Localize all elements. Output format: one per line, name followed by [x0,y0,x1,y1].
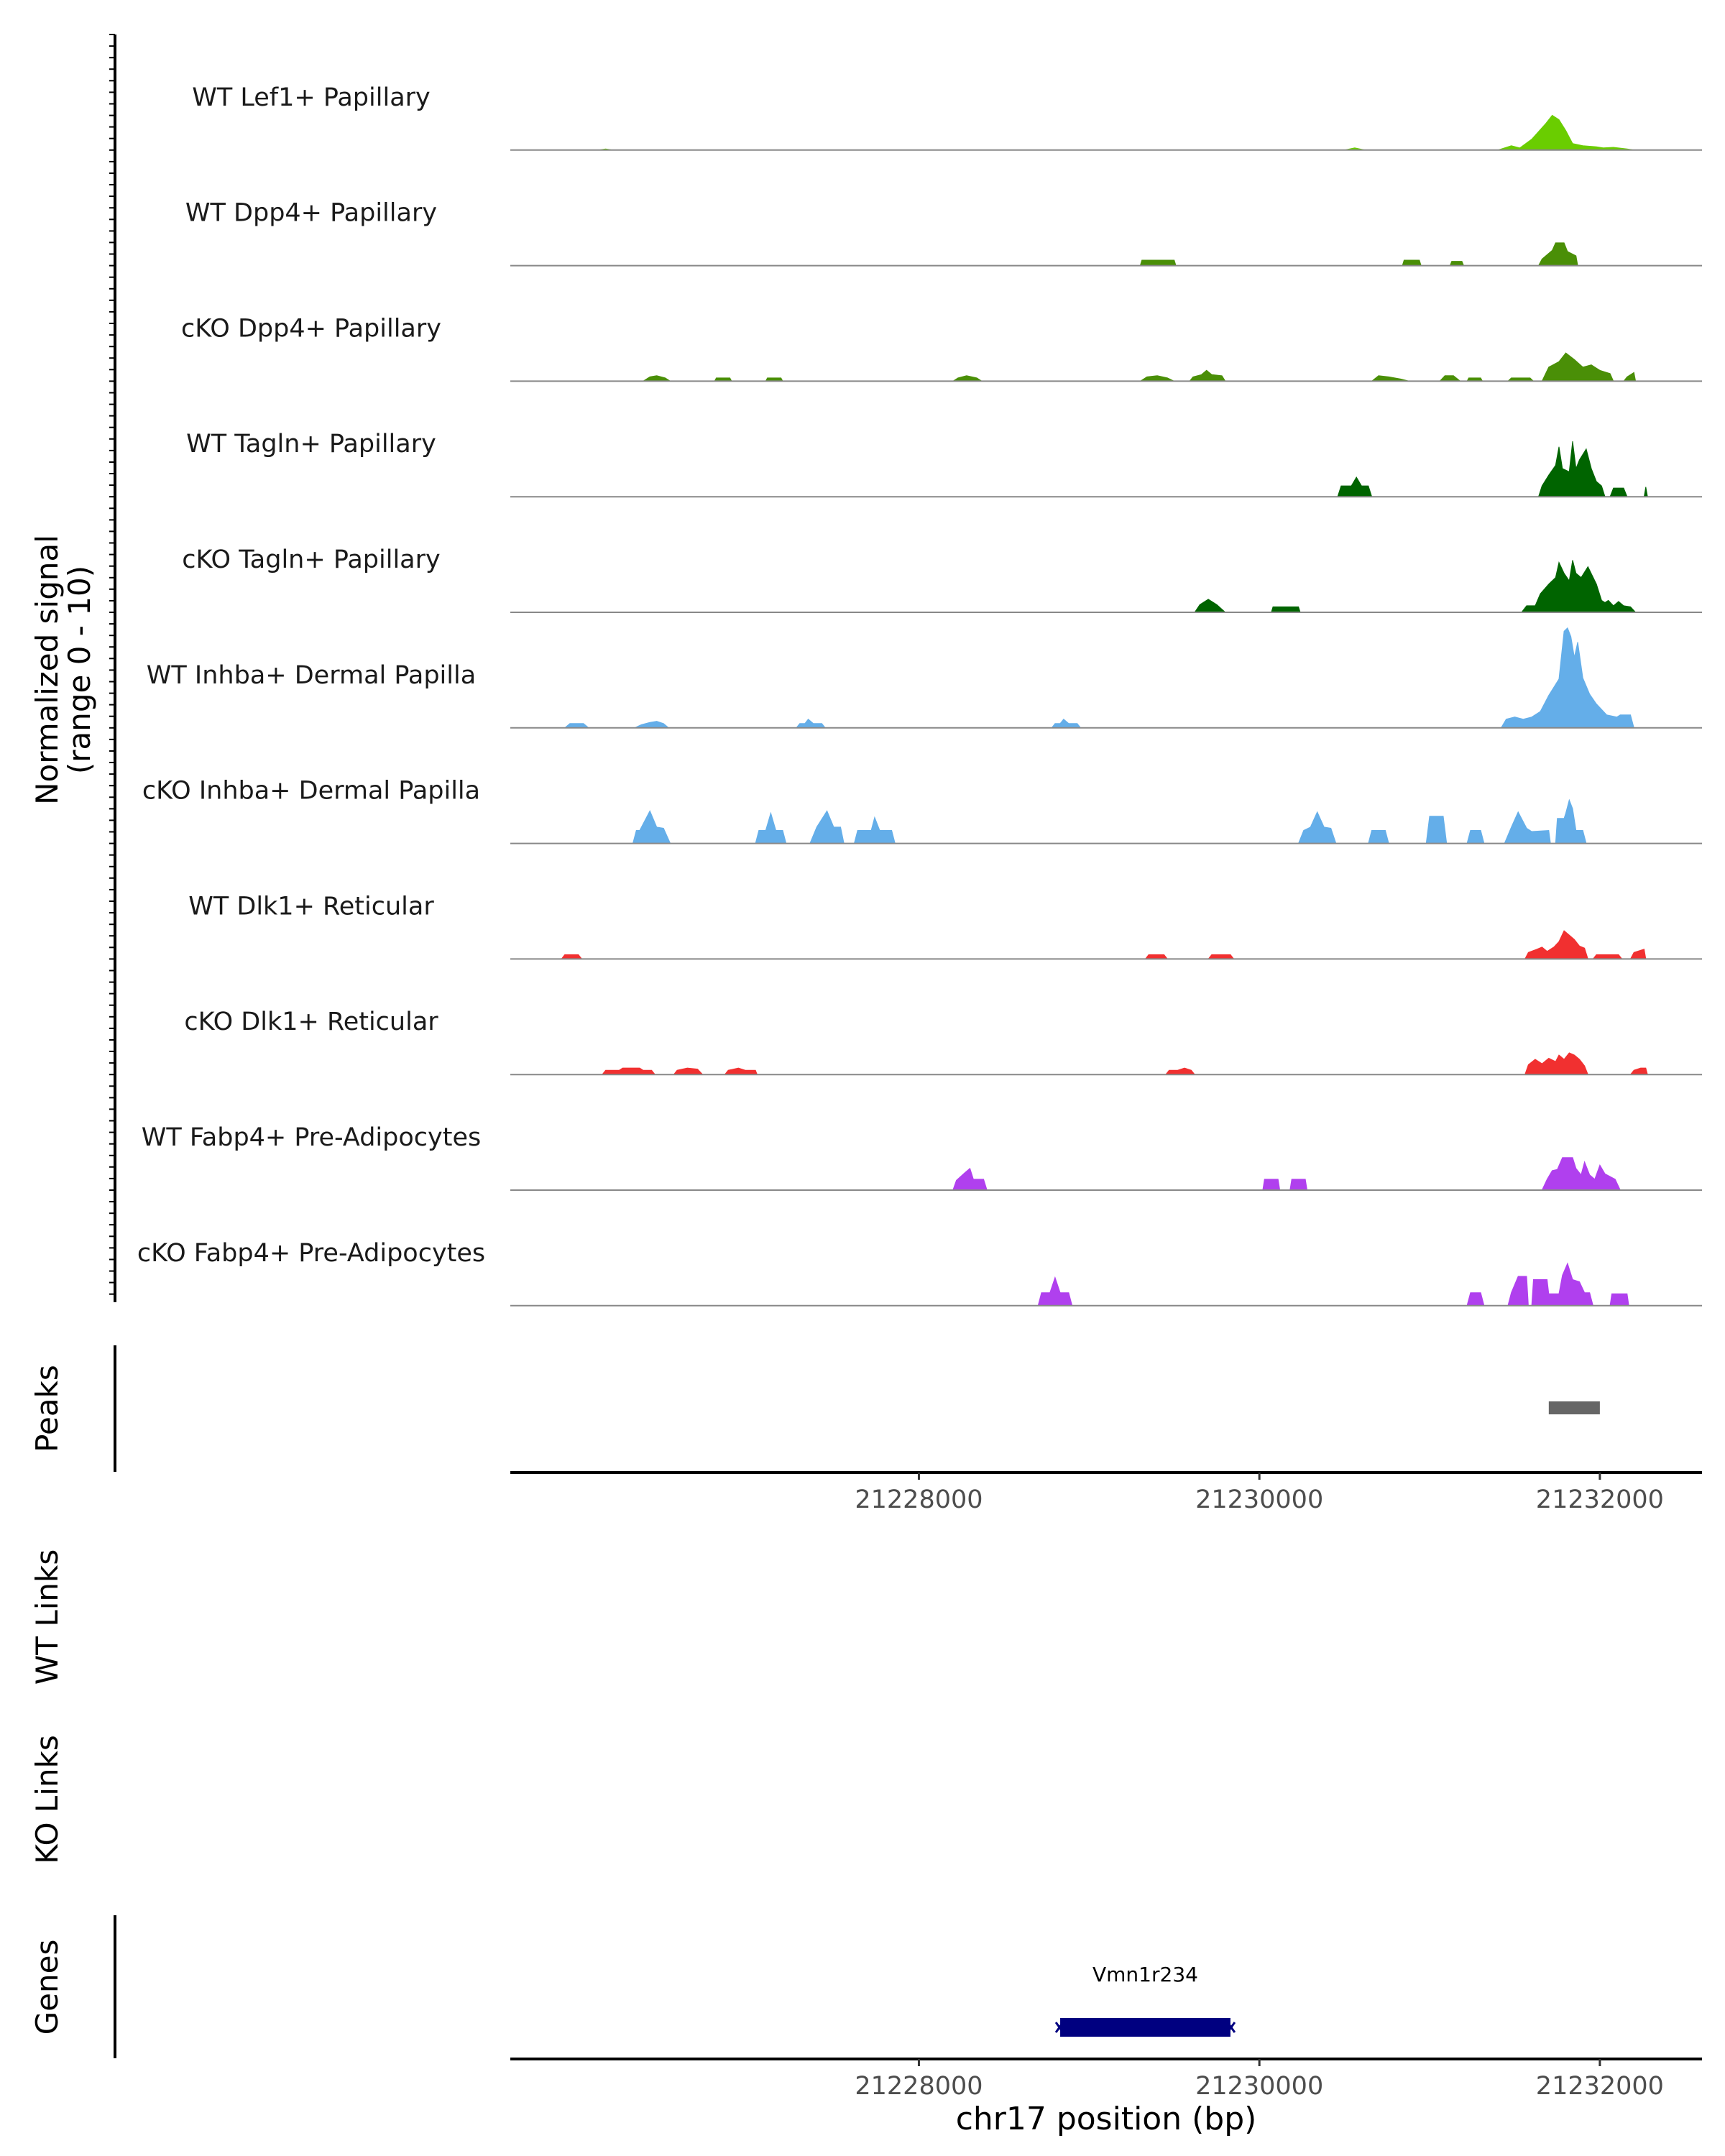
track-label: WT Inhba+ Dermal Papilla [147,661,476,690]
peaks-label: Peaks [29,1365,65,1452]
coverage-track: WT Fabp4+ Pre-Adipocytes [142,1123,1702,1191]
gene-strand-mark [1054,2022,1064,2033]
coverage-area [1337,441,1648,497]
x-axis-title: chr17 position (bp) [956,2101,1257,2137]
x-tick-label: 21230000 [1195,1485,1323,1514]
track-label: WT Fabp4+ Pre-Adipocytes [142,1123,481,1152]
coverage-ylabel-line1: Normalized signal [29,535,65,805]
coverage-area [599,114,1634,151]
peaks-panel: Peaks 21228000 21230000 21232000 [29,1345,1702,1514]
gene-strand-mark [1226,2022,1236,2033]
coverage-track: cKO Fabp4+ Pre-Adipocytes [137,1239,1702,1307]
genes-panel: Genes Vmn1r234 21228000 21230000 21232000 … [29,1915,1702,2137]
coverage-area [561,930,1647,959]
coverage-track: WT Inhba+ Dermal Papilla [147,627,1702,729]
track-label: cKO Inhba+ Dermal Papilla [142,777,480,806]
x-tick-label: 21232000 [1536,1485,1664,1514]
coverage-area [641,352,1637,382]
genes-label: Genes [29,1940,65,2035]
track-label: cKO Dlk1+ Reticular [184,1008,438,1036]
track-label: WT Lef1+ Papillary [192,83,431,112]
track-label: WT Dpp4+ Papillary [185,199,437,228]
x-tick-label: 21228000 [855,2072,983,2101]
coverage-track: WT Dpp4+ Papillary [185,199,1702,267]
coverage-track: WT Lef1+ Papillary [192,83,1702,151]
track-label: cKO Fabp4+ Pre-Adipocytes [137,1239,485,1268]
coverage-track: cKO Tagln+ Papillary [182,545,1702,613]
track-label: cKO Dpp4+ Papillary [181,314,441,343]
coverage-ylabel-line2: (range 0 - 10) [62,566,97,774]
coverage-panel: Normalized signal (range 0 - 10) WT Lef1… [29,34,1702,1307]
coverage-area [564,627,1634,729]
gene-models: Vmn1r234 [1054,1963,1236,2037]
coverage-track: cKO Dpp4+ Papillary [181,314,1702,382]
track-label: WT Tagln+ Papillary [186,430,436,459]
coverage-track: WT Tagln+ Papillary [186,430,1702,498]
track-label: cKO Tagln+ Papillary [182,545,441,574]
coverage-area [1194,560,1637,613]
gene-body [1060,2018,1230,2037]
peak-region [1548,1401,1600,1414]
gene-name: Vmn1r234 [1092,1963,1198,1986]
track-label: WT Dlk1+ Reticular [188,892,434,921]
coverage-area [632,798,1587,844]
x-tick-label: 21228000 [855,1485,983,1514]
coverage-track: cKO Dlk1+ Reticular [184,1008,1702,1076]
coverage-minor-ticks [109,34,115,1295]
x-tick-label: 21230000 [1195,2072,1323,2101]
coverage-tracks: WT Lef1+ Papillary WT Dpp4+ Papillary cKO … [137,83,1702,1307]
wt-links-label: WT Links [29,1549,65,1685]
coverage-track: WT Dlk1+ Reticular [188,892,1702,960]
x-tick-label: 21232000 [1536,2072,1664,2101]
coverage-track: cKO Inhba+ Dermal Papilla [142,777,1702,844]
ko-links-label: KO Links [29,1735,65,1864]
peak-regions [1548,1401,1600,1414]
peaks-x-axis-ticks: 21228000 21230000 21232000 [855,1473,1664,1514]
genes-x-axis-ticks: 21228000 21230000 21232000 [855,2059,1664,2101]
links-panels: WT Links KO Links [29,1549,65,1864]
